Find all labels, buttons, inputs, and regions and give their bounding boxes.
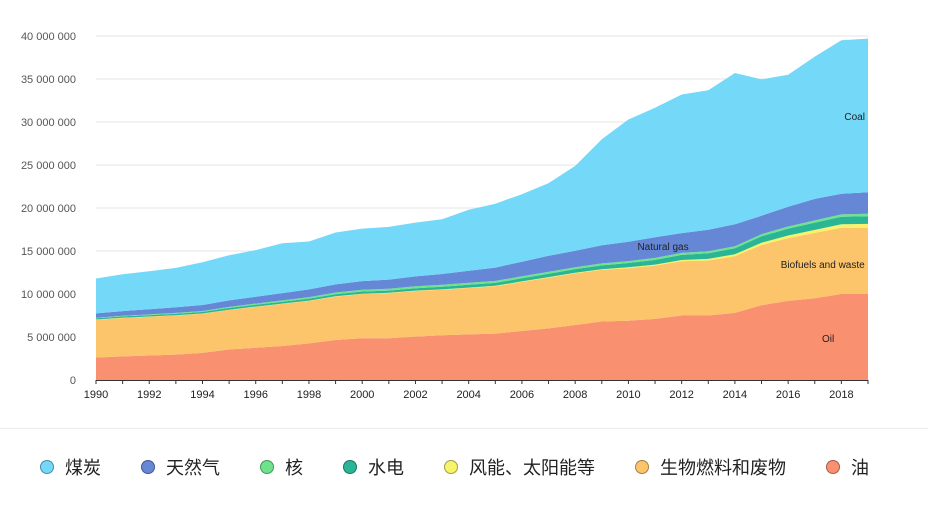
y-tick-label: 15 000 000 <box>21 246 76 258</box>
legend-swatch-oil <box>826 460 840 474</box>
legend-swatch-coal <box>40 460 54 474</box>
y-tick-label: 10 000 000 <box>21 289 76 301</box>
x-tick-label: 1996 <box>243 389 267 401</box>
stacked-area-chart: 0 5 000 000 10 000 000 15 000 000 20 000 000… <box>21 31 869 401</box>
x-tick-label: 2014 <box>723 389 747 401</box>
x-tick-label: 2008 <box>563 389 587 401</box>
legend-item-natural_gas[interactable]: 天然气 <box>141 454 220 480</box>
legend-label-hydro: 水电 <box>368 458 404 479</box>
series-label-natural_gas: Natural gas <box>637 242 688 253</box>
legend-swatch-wind_solar <box>444 460 458 474</box>
legend-swatch-natural_gas <box>141 460 155 474</box>
y-axis-tick-labels: 0 5 000 000 10 000 000 15 000 000 20 000 000… <box>21 31 76 387</box>
legend-swatch-nuclear <box>260 460 274 474</box>
series-label-oil: Oil <box>822 334 834 345</box>
legend-item-coal[interactable]: 煤炭 <box>40 454 101 480</box>
area-series-coal <box>96 38 868 314</box>
area-series-group <box>96 38 868 380</box>
legend-label-oil: 油 <box>851 458 869 479</box>
x-tick-label: 1992 <box>137 389 161 401</box>
y-tick-label: 35 000 000 <box>21 74 76 86</box>
legend-swatch-biofuels <box>635 460 649 474</box>
y-tick-label: 25 000 000 <box>21 160 76 172</box>
legend-item-oil[interactable]: 油 <box>826 454 869 480</box>
x-tick-label: 2004 <box>456 389 480 401</box>
series-label-coal: Coal <box>844 112 865 123</box>
legend-label-biofuels: 生物燃料和废物 <box>660 458 786 479</box>
y-tick-label: 20 000 000 <box>21 203 76 215</box>
y-tick-label: 40 000 000 <box>21 31 76 43</box>
legend-item-nuclear[interactable]: 核 <box>260 454 303 480</box>
area-series-biofuels <box>96 227 868 358</box>
x-tick-label: 2010 <box>616 389 640 401</box>
x-tick-label: 2012 <box>669 389 693 401</box>
legend-swatch-hydro <box>343 460 357 474</box>
y-tick-label: 30 000 000 <box>21 117 76 129</box>
x-tick-label: 2006 <box>510 389 534 401</box>
y-tick-label: 5 000 000 <box>27 332 76 344</box>
x-tick-label: 2000 <box>350 389 374 401</box>
legend-item-wind_solar[interactable]: 风能、太阳能等 <box>444 454 595 480</box>
x-tick-label: 2018 <box>829 389 853 401</box>
x-tick-label: 2002 <box>403 389 427 401</box>
series-label-biofuels: Biofuels and waste <box>781 260 865 271</box>
legend-label-wind_solar: 风能、太阳能等 <box>469 458 595 479</box>
series-labels: Oil Biofuels and waste Natural gas Coal <box>637 112 865 345</box>
y-tick-label: 0 <box>70 375 76 387</box>
area-series-oil <box>96 294 868 380</box>
legend-item-hydro[interactable]: 水电 <box>343 454 404 480</box>
legend-label-nuclear: 核 <box>285 458 303 479</box>
legend-label-coal: 煤炭 <box>65 458 101 479</box>
x-axis-ticks: 1990 1992 1994 1996 1998 2000 2002 2004 2006 2008… <box>84 380 869 401</box>
x-tick-label: 1990 <box>84 389 108 401</box>
legend: 煤炭 天然气 核 水电 风能、太阳能等 生物燃料和废物 油 <box>0 428 928 505</box>
x-tick-label: 1994 <box>190 389 214 401</box>
x-tick-label: 1998 <box>297 389 321 401</box>
x-tick-label: 2016 <box>776 389 800 401</box>
legend-item-biofuels[interactable]: 生物燃料和废物 <box>635 454 786 480</box>
legend-label-natural_gas: 天然气 <box>166 458 220 479</box>
